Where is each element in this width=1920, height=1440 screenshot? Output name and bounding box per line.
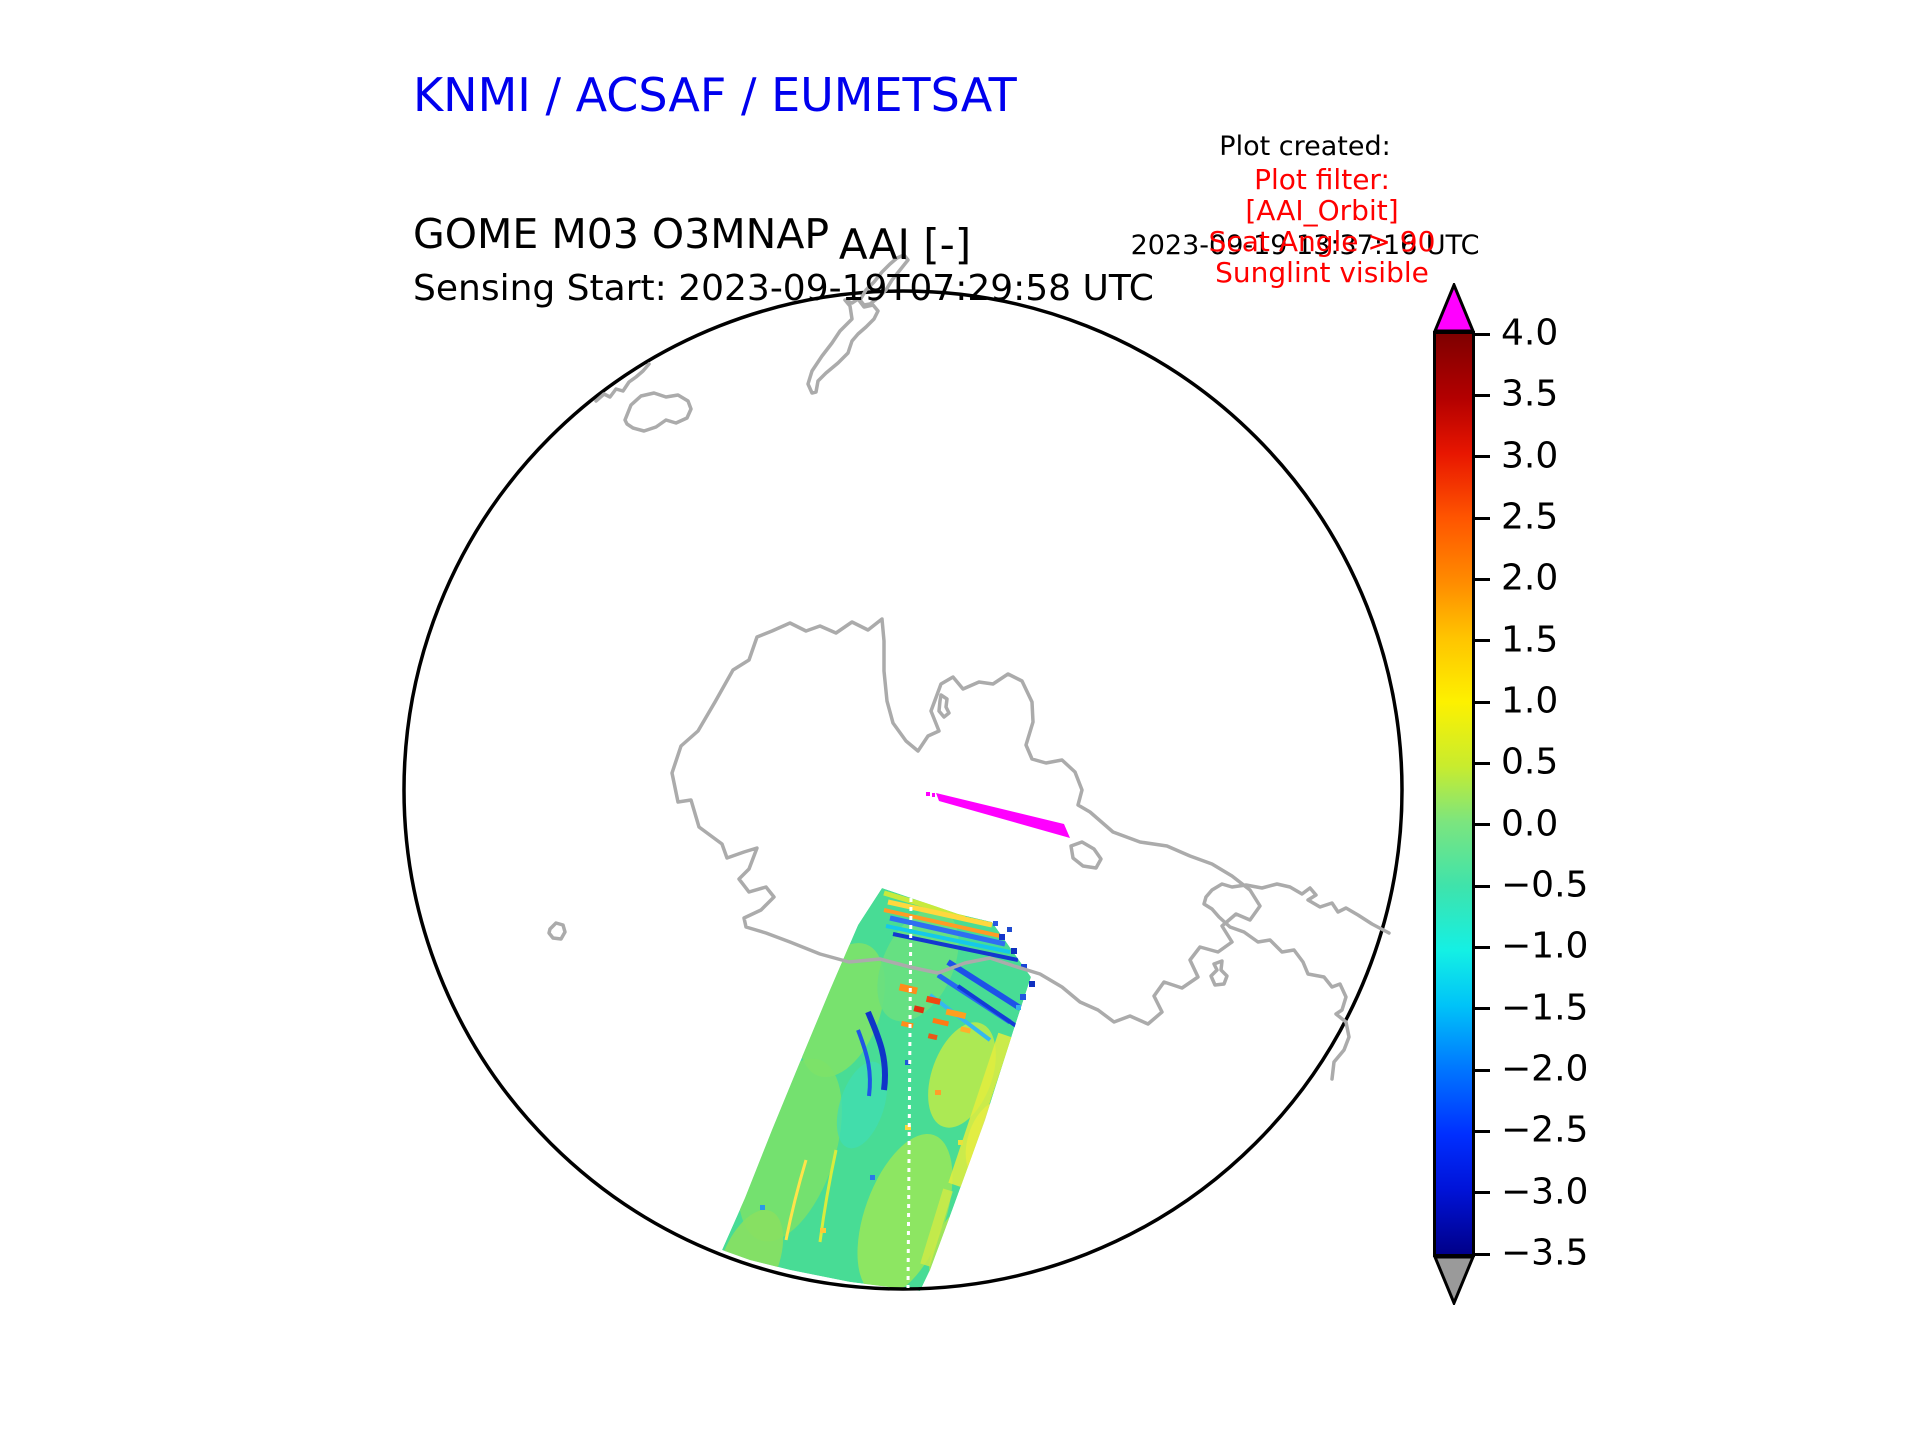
coastline-islet bbox=[937, 693, 951, 719]
colorbar-tick-mark bbox=[1475, 823, 1490, 827]
plot-filter-line: Scat Angle > 90 bbox=[1208, 225, 1436, 258]
sensing-start: Sensing Start: 2023-09-19T07:29:58 UTC bbox=[413, 268, 1154, 309]
swath-edge-pixels bbox=[993, 921, 1035, 1010]
colorbar-tick-mark bbox=[1475, 577, 1490, 581]
colorbar-tick-mark bbox=[1475, 700, 1490, 704]
colorbar-ticks: 4.0 3.5 3.0 2.5 2.0 1.5 1.0 0.5 0.0 −0.5 −1.0 −1.5 −… bbox=[1475, 313, 1595, 1274]
colorbar-tick-mark bbox=[1475, 1129, 1490, 1133]
colorbar-tick-label: −3.5 bbox=[1501, 1232, 1589, 1274]
coastline-small-island bbox=[547, 921, 567, 941]
colorbar-tick-label: −1.0 bbox=[1501, 926, 1589, 968]
plot-filter-line: [AAI_Orbit] bbox=[1245, 194, 1399, 227]
colorbar-tick-label: 0.5 bbox=[1501, 742, 1559, 784]
sunglint-anomaly-streak bbox=[926, 792, 1070, 838]
colorbar-tick-label: 1.0 bbox=[1501, 680, 1559, 722]
coastline-tierra-del-fuego bbox=[1202, 882, 1391, 1081]
colorbar-tick-mark bbox=[1475, 639, 1490, 643]
colorbar-tick-mark bbox=[1475, 516, 1490, 520]
colorbar-tick-label: 0.0 bbox=[1501, 803, 1559, 845]
colorbar-tick-mark bbox=[1475, 393, 1490, 397]
plot-filter-line: Plot filter: bbox=[1254, 163, 1390, 196]
map-title: AAI [-] bbox=[838, 220, 972, 269]
colorbar-tick-label: 1.5 bbox=[1501, 619, 1559, 661]
organization-title: KNMI / ACSAF / EUMETSAT bbox=[413, 68, 1017, 122]
colorbar-tick-label: −3.0 bbox=[1501, 1171, 1589, 1213]
colorbar-tick-mark bbox=[1475, 1068, 1490, 1072]
colorbar-tick-mark bbox=[1475, 1252, 1490, 1256]
colorbar-tick-label: −1.5 bbox=[1501, 987, 1589, 1029]
plot-created-label: Plot created: bbox=[1219, 131, 1391, 162]
coastline-tiny-island bbox=[1209, 959, 1229, 987]
coastline-island bbox=[623, 391, 693, 433]
colorbar-tick-label: −2.0 bbox=[1501, 1048, 1589, 1090]
colorbar-gradient-bar bbox=[1433, 331, 1475, 1257]
plot-created-value: 2023-09-19 13:37:16 UTC bbox=[1130, 230, 1480, 261]
colorbar-tick-label: −0.5 bbox=[1501, 864, 1589, 906]
colorbar-tick-mark bbox=[1475, 455, 1490, 459]
coastline-new-zealand-south bbox=[806, 297, 880, 395]
colorbar-tick-mark bbox=[1475, 1191, 1490, 1195]
colorbar-tick-mark bbox=[1475, 945, 1490, 949]
map-boundary-circle bbox=[402, 289, 1404, 1291]
coastline-new-zealand-north bbox=[858, 253, 910, 307]
colorbar-under-arrow bbox=[1433, 1255, 1475, 1305]
coastline-fragment bbox=[594, 362, 651, 403]
colorbar-tick-mark bbox=[1475, 884, 1490, 888]
colorbar-tick-mark bbox=[1475, 332, 1490, 336]
colorbar-tick-label: −2.5 bbox=[1501, 1110, 1589, 1152]
plot-filter-block: Plot filter: [AAI_Orbit] Scat Angle > 90 Su… bbox=[1209, 164, 1436, 288]
plot-created-block: Plot created: 2023-09-19 13:37:16 UTC bbox=[1131, 64, 1480, 328]
colorbar-tick-label: 4.0 bbox=[1501, 312, 1559, 354]
colorbar-tick-label: 3.5 bbox=[1501, 374, 1559, 416]
coastline-antarctica bbox=[670, 617, 1262, 1026]
plot-filter-line: Sunglint visible bbox=[1215, 256, 1429, 289]
colorbar-tick-mark bbox=[1475, 1007, 1490, 1011]
colorbar-tick-label: 2.5 bbox=[1501, 496, 1559, 538]
coastlines bbox=[547, 253, 1391, 1081]
colorbar-tick-label: 2.0 bbox=[1501, 558, 1559, 600]
colorbar-tick-mark bbox=[1475, 761, 1490, 765]
colorbar-over-arrow bbox=[1433, 283, 1475, 333]
nadir-track-line bbox=[906, 897, 913, 1289]
product-name: GOME M03 O3MNAP bbox=[413, 210, 830, 258]
coastline-islet bbox=[1069, 840, 1103, 870]
colorbar-tick-label: 3.0 bbox=[1501, 435, 1559, 477]
